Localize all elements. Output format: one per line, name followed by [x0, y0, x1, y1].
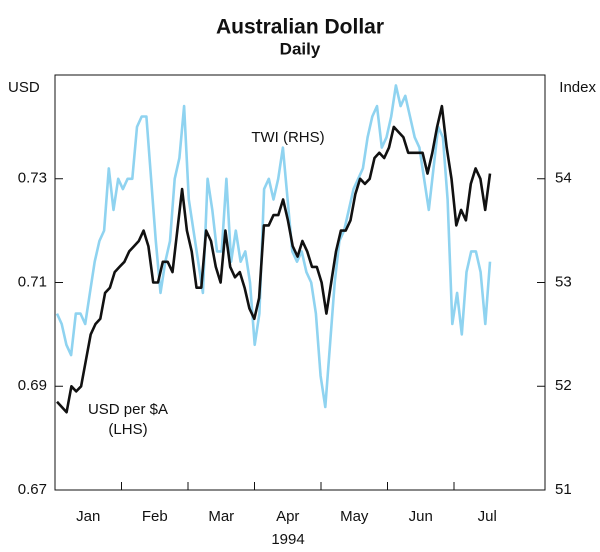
chart-title: Australian Dollar — [216, 16, 384, 39]
y-axis-label: USD — [8, 79, 40, 96]
x-tick-label: May — [340, 508, 369, 525]
series-line — [55, 84, 492, 409]
x-tick-label: Apr — [276, 508, 299, 525]
y2-tick-label: 53 — [555, 273, 572, 290]
x-tick-label: Jan — [76, 508, 100, 525]
x-axis-label: 1994 — [271, 531, 304, 548]
y2-tick-label: 51 — [555, 481, 572, 498]
x-tick-label: Feb — [142, 508, 168, 525]
chart-subtitle: Daily — [280, 39, 321, 58]
series-line — [56, 104, 492, 414]
y-tick-label: 0.67 — [18, 481, 47, 498]
x-tick-label: Mar — [208, 508, 234, 525]
y-tick-label: 0.71 — [18, 273, 47, 290]
y-tick-label: 0.69 — [18, 377, 47, 394]
x-tick-label: Jun — [409, 508, 433, 525]
x-tick-label: Jul — [478, 508, 497, 525]
y2-tick-label: 54 — [555, 170, 572, 187]
annotation: TWI (RHS) — [251, 129, 324, 146]
annotation: USD per $A — [88, 401, 168, 418]
y2-axis-label: Index — [559, 79, 596, 96]
y2-tick-label: 52 — [555, 377, 572, 394]
annotation: (LHS) — [108, 421, 147, 438]
y-tick-label: 0.73 — [18, 170, 47, 187]
